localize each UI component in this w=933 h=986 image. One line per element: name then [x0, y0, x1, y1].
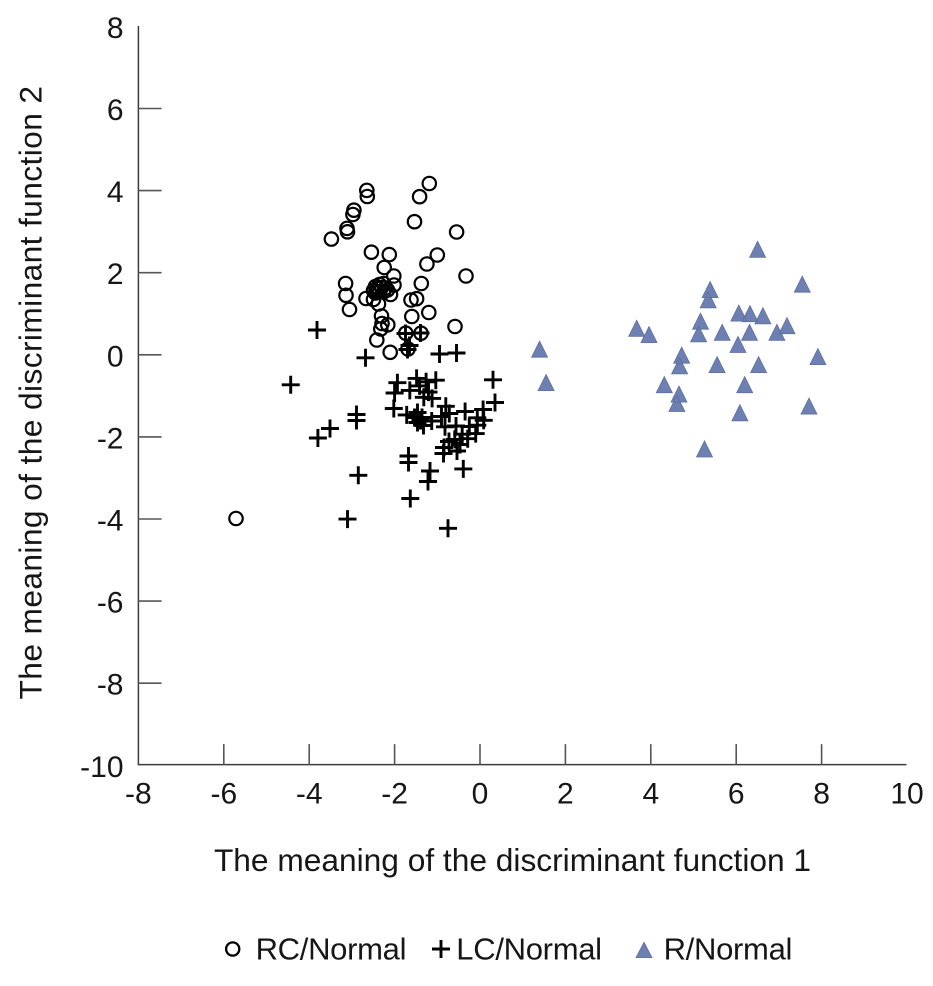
svg-text:8: 8 [813, 778, 830, 811]
svg-text:0: 0 [107, 340, 124, 373]
svg-text:2: 2 [107, 258, 124, 291]
svg-text:-4: -4 [296, 778, 323, 811]
svg-text:0: 0 [472, 778, 489, 811]
svg-text:-2: -2 [381, 778, 408, 811]
svg-text:6: 6 [107, 94, 124, 127]
svg-text:4: 4 [107, 176, 124, 209]
svg-text:-10: -10 [80, 751, 123, 784]
svg-text:-6: -6 [210, 778, 237, 811]
svg-text:-6: -6 [97, 587, 124, 620]
svg-text:The meaning of the discriminan: The meaning of the discriminant function… [214, 842, 811, 878]
svg-text:-2: -2 [97, 422, 124, 455]
svg-text:4: 4 [642, 778, 659, 811]
svg-text:6: 6 [728, 778, 745, 811]
svg-text:-8: -8 [125, 778, 152, 811]
svg-text:-4: -4 [97, 505, 124, 538]
svg-text:10: 10 [890, 778, 923, 811]
svg-text:-8: -8 [97, 669, 124, 702]
svg-text:RC/Normal: RC/Normal [256, 932, 407, 967]
svg-text:8: 8 [107, 12, 124, 45]
svg-text:2: 2 [557, 778, 574, 811]
svg-text:LC/Normal: LC/Normal [456, 932, 601, 967]
svg-text:R/Normal: R/Normal [664, 932, 793, 967]
svg-text:The meaning of the discriminan: The meaning of the discriminant function… [13, 86, 49, 700]
